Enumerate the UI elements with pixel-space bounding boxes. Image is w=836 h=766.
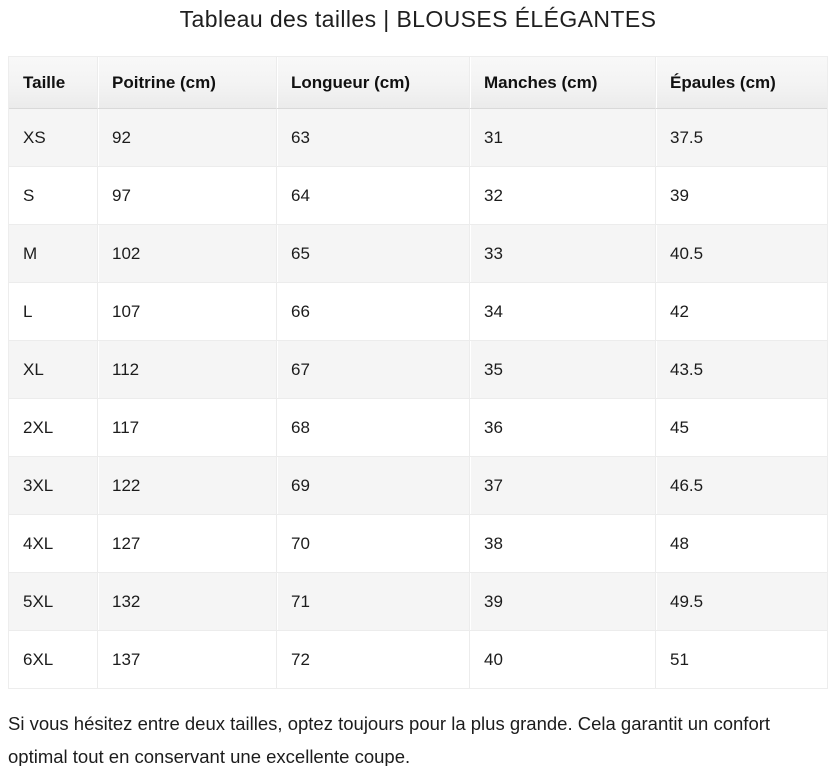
measurement-cell: 49.5 bbox=[655, 572, 827, 630]
size-chart-container: Taille Poitrine (cm) Longueur (cm) Manches … bbox=[8, 56, 828, 689]
fit-note: Si vous hésitez entre deux tailles, opte… bbox=[8, 713, 771, 766]
measurement-cell: 107 bbox=[97, 282, 276, 340]
measurement-cell: 40.5 bbox=[655, 224, 827, 282]
measurement-cell: 127 bbox=[97, 514, 276, 572]
measurement-cell: 31 bbox=[469, 109, 655, 166]
size-cell: 4XL bbox=[9, 514, 97, 572]
size-cell: M bbox=[9, 224, 97, 282]
measurement-cell: 42 bbox=[655, 282, 827, 340]
measurement-cell: 36 bbox=[469, 398, 655, 456]
measurement-cell: 97 bbox=[97, 166, 276, 224]
measurement-cell: 69 bbox=[276, 456, 469, 514]
table-row: XS 92 63 31 37.5 bbox=[9, 109, 827, 166]
measurement-cell: 32 bbox=[469, 166, 655, 224]
table-row: 2XL 117 68 36 45 bbox=[9, 398, 827, 456]
measurement-cell: 67 bbox=[276, 340, 469, 398]
measurement-cell: 35 bbox=[469, 340, 655, 398]
measurement-cell: 66 bbox=[276, 282, 469, 340]
measurement-cell: 37.5 bbox=[655, 109, 827, 166]
measurement-cell: 43.5 bbox=[655, 340, 827, 398]
measurement-cell: 34 bbox=[469, 282, 655, 340]
measurement-cell: 117 bbox=[97, 398, 276, 456]
measurement-cell: 33 bbox=[469, 224, 655, 282]
table-row: 5XL 132 71 39 49.5 bbox=[9, 572, 827, 630]
measurement-cell: 72 bbox=[276, 630, 469, 688]
header-row: Taille Poitrine (cm) Longueur (cm) Manches … bbox=[9, 57, 827, 109]
column-header: Longueur (cm) bbox=[276, 57, 469, 109]
size-chart-table: Taille Poitrine (cm) Longueur (cm) Manches … bbox=[8, 56, 828, 689]
measurement-cell: 45 bbox=[655, 398, 827, 456]
column-header: Poitrine (cm) bbox=[97, 57, 276, 109]
measurement-cell: 137 bbox=[97, 630, 276, 688]
measurement-cell: 37 bbox=[469, 456, 655, 514]
measurement-cell: 64 bbox=[276, 166, 469, 224]
measurement-cell: 63 bbox=[276, 109, 469, 166]
measurement-cell: 40 bbox=[469, 630, 655, 688]
table-row: S 97 64 32 39 bbox=[9, 166, 827, 224]
size-cell: XS bbox=[9, 109, 97, 166]
table-row: XL 112 67 35 43.5 bbox=[9, 340, 827, 398]
table-row: 3XL 122 69 37 46.5 bbox=[9, 456, 827, 514]
size-chart-body: XS 92 63 31 37.5 S 97 64 32 39 M 102 65 33 40.5 L 107 66 3… bbox=[9, 109, 827, 688]
size-cell: XL bbox=[9, 340, 97, 398]
measurement-cell: 39 bbox=[469, 572, 655, 630]
measurement-cell: 39 bbox=[655, 166, 827, 224]
size-cell: 5XL bbox=[9, 572, 97, 630]
table-row: M 102 65 33 40.5 bbox=[9, 224, 827, 282]
table-row: 6XL 137 72 40 51 bbox=[9, 630, 827, 688]
size-cell: 2XL bbox=[9, 398, 97, 456]
measurement-cell: 112 bbox=[97, 340, 276, 398]
page-title: Tableau des tailles | BLOUSES ÉLÉGANTES bbox=[179, 6, 657, 32]
table-row: L 107 66 34 42 bbox=[9, 282, 827, 340]
measurement-cell: 102 bbox=[97, 224, 276, 282]
table-row: 4XL 127 70 38 48 bbox=[9, 514, 827, 572]
measurement-cell: 71 bbox=[276, 572, 469, 630]
size-cell: 6XL bbox=[9, 630, 97, 688]
measurement-cell: 46.5 bbox=[655, 456, 827, 514]
measurement-cell: 38 bbox=[469, 514, 655, 572]
measurement-cell: 132 bbox=[97, 572, 276, 630]
measurement-cell: 65 bbox=[276, 224, 469, 282]
column-header: Taille bbox=[9, 57, 97, 109]
measurement-cell: 51 bbox=[655, 630, 827, 688]
column-header: Épaules (cm) bbox=[655, 57, 827, 109]
size-cell: L bbox=[9, 282, 97, 340]
size-cell: S bbox=[9, 166, 97, 224]
measurement-cell: 68 bbox=[276, 398, 469, 456]
measurement-cell: 92 bbox=[97, 109, 276, 166]
measurement-cell: 48 bbox=[655, 514, 827, 572]
column-header: Manches (cm) bbox=[469, 57, 655, 109]
measurement-cell: 122 bbox=[97, 456, 276, 514]
size-cell: 3XL bbox=[9, 456, 97, 514]
size-chart-header: Taille Poitrine (cm) Longueur (cm) Manches … bbox=[9, 57, 827, 109]
measurement-cell: 70 bbox=[276, 514, 469, 572]
